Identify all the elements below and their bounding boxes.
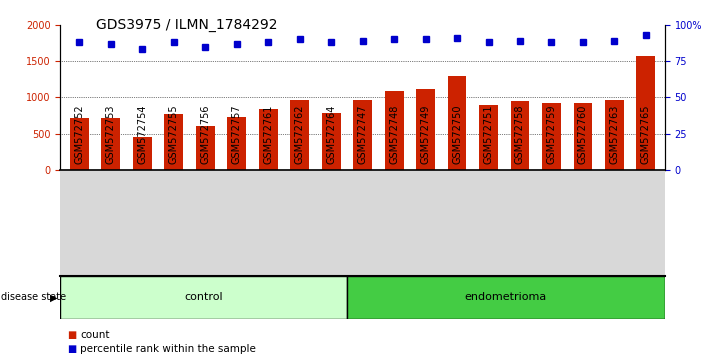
Bar [605,100,624,170]
Bar [164,114,183,170]
Text: ▶: ▶ [50,292,58,302]
Bar [510,101,530,170]
Bar [479,105,498,170]
Bar [102,118,120,170]
Text: count: count [80,330,109,339]
Bar [385,91,404,170]
Bar [448,76,466,170]
Bar [542,103,561,170]
Text: percentile rank within the sample: percentile rank within the sample [80,344,256,354]
Bar [133,137,151,170]
Bar [347,276,665,319]
Bar [70,118,89,170]
Bar [636,56,656,170]
Bar [321,113,341,170]
Text: ■: ■ [68,330,77,339]
Bar [196,126,215,170]
Text: GDS3975 / ILMN_1784292: GDS3975 / ILMN_1784292 [96,18,277,32]
Bar [574,103,592,170]
Bar [416,88,435,170]
Text: endometrioma: endometrioma [464,292,547,302]
Bar [228,117,246,170]
Bar [259,109,277,170]
Bar [60,276,347,319]
Text: disease state: disease state [1,292,67,302]
Bar [353,100,372,170]
Bar [290,99,309,170]
Text: ■: ■ [68,344,77,354]
Text: control: control [184,292,223,302]
